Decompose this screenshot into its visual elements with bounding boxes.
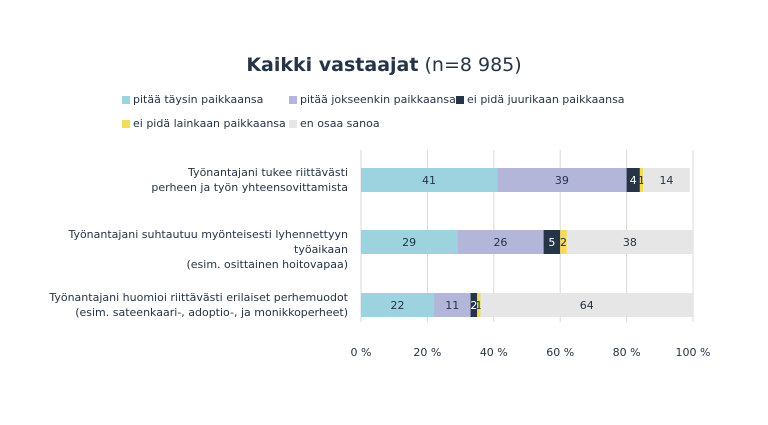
x-tick-label: 100 %	[676, 346, 711, 359]
legend-item: en osaa sanoa	[289, 117, 380, 130]
title-subtitle: (n=8 985)	[424, 54, 522, 76]
bar-segment	[543, 230, 561, 254]
legend-item: ei pidä juurikaan paikkaansa	[456, 93, 625, 106]
x-tick-label: 60 %	[546, 346, 574, 359]
bar-segment	[480, 293, 693, 317]
data-label: 41	[422, 174, 436, 187]
data-label: 2	[560, 236, 567, 249]
data-label: 1	[475, 299, 482, 312]
category-label-line: (esim. osittainen hoitovapaa)	[186, 258, 348, 271]
x-tick-label: 20 %	[413, 346, 441, 359]
category-label-line: Työnantajani tukee riittävästi	[188, 166, 348, 179]
category-label: Työnantajani huomioi riittävästi erilais…	[18, 290, 348, 320]
bar-segment	[470, 293, 478, 317]
bar-segment	[477, 293, 481, 317]
legend-item: ei pidä lainkaan paikkaansa	[122, 117, 286, 130]
data-label: 1	[638, 174, 645, 187]
data-label: 38	[623, 236, 637, 249]
category-label-line: Työnantajani huomioi riittävästi erilais…	[49, 291, 348, 304]
legend-label: en osaa sanoa	[300, 117, 380, 130]
legend-item: pitää jokseenkin paikkaansa	[289, 93, 456, 106]
legend-label: ei pidä lainkaan paikkaansa	[133, 117, 286, 130]
bar-segment	[639, 168, 644, 192]
data-label: 2	[470, 299, 477, 312]
data-label: 26	[493, 236, 507, 249]
legend-swatch	[122, 95, 130, 104]
data-label: 22	[391, 299, 405, 312]
legend-item: pitää täysin paikkaansa	[122, 93, 263, 106]
data-label: 29	[402, 236, 416, 249]
bar-segment	[560, 230, 567, 254]
category-label-line: Työnantajani suhtautuu myönteisesti lyhe…	[68, 228, 348, 256]
data-label: 39	[555, 174, 569, 187]
title-main: Kaikki vastaajat	[246, 54, 419, 76]
data-label: 5	[548, 236, 555, 249]
bar-segment	[497, 168, 627, 192]
data-label: 14	[659, 174, 673, 187]
bar-segment	[361, 168, 498, 192]
x-tick-label: 40 %	[480, 346, 508, 359]
bar-segment	[457, 230, 544, 254]
legend-swatch	[289, 95, 297, 104]
legend-swatch	[456, 95, 464, 104]
data-label: 64	[580, 299, 594, 312]
chart-title: Kaikki vastaajat (n=8 985)	[0, 54, 768, 76]
data-label: 4	[630, 174, 637, 187]
legend-swatch	[289, 119, 297, 128]
bar-segment	[643, 168, 690, 192]
x-tick-label: 80 %	[613, 346, 641, 359]
category-label-line: (esim. sateenkaari-, adoptio-, ja monikk…	[75, 306, 348, 319]
bar-segment	[434, 293, 471, 317]
category-label: Työnantajani tukee riittävästi perheen ja…	[18, 165, 348, 195]
category-label-line: perheen ja työn yhteensovittamista	[151, 181, 348, 194]
bar-segment	[361, 230, 458, 254]
data-label: 11	[445, 299, 459, 312]
x-tick-label: 0 %	[351, 346, 372, 359]
legend-label: pitää jokseenkin paikkaansa	[300, 93, 456, 106]
bar-segment	[626, 168, 640, 192]
legend-swatch	[122, 119, 130, 128]
category-label: Työnantajani suhtautuu myönteisesti lyhe…	[18, 227, 348, 272]
bar-segment	[361, 293, 435, 317]
legend-label: pitää täysin paikkaansa	[133, 93, 264, 106]
legend-label: ei pidä juurikaan paikkaansa	[467, 93, 625, 106]
bar-segment	[566, 230, 693, 254]
